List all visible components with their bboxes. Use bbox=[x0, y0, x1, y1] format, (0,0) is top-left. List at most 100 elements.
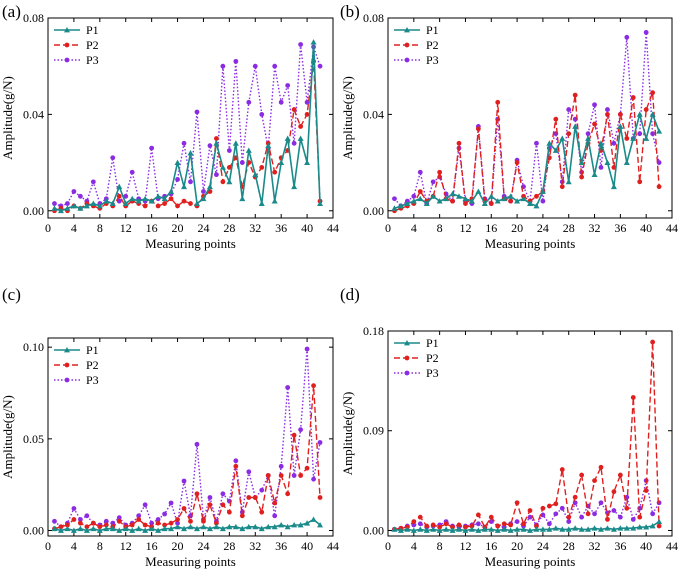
data-point bbox=[194, 441, 200, 447]
x-axis-title: Measuring points bbox=[145, 554, 236, 569]
data-point bbox=[161, 525, 168, 532]
data-point bbox=[193, 200, 200, 206]
data-point bbox=[70, 527, 77, 533]
data-point bbox=[656, 500, 662, 506]
data-point bbox=[233, 458, 239, 464]
data-point bbox=[317, 522, 324, 528]
data-point bbox=[291, 107, 297, 112]
x-tick-label: 28 bbox=[563, 539, 575, 553]
data-point bbox=[404, 526, 411, 532]
data-point bbox=[475, 527, 482, 533]
data-point bbox=[304, 465, 310, 471]
data-point bbox=[71, 189, 77, 194]
y-axis-title: Amplitude(g/N) bbox=[0, 76, 15, 160]
data-point bbox=[317, 440, 323, 445]
data-point bbox=[84, 524, 90, 530]
data-point bbox=[553, 116, 559, 122]
data-point bbox=[142, 203, 148, 209]
data-point bbox=[90, 200, 97, 206]
data-point bbox=[391, 526, 398, 532]
data-point bbox=[148, 525, 155, 532]
x-tick-label: 0 bbox=[385, 539, 391, 553]
data-point bbox=[96, 527, 103, 533]
x-tick-label: 36 bbox=[614, 539, 626, 553]
legend-marker bbox=[404, 370, 410, 376]
data-point bbox=[194, 109, 200, 115]
data-point bbox=[64, 205, 71, 211]
data-point bbox=[617, 514, 623, 520]
x-tick-label: 8 bbox=[97, 221, 103, 235]
data-point bbox=[284, 135, 291, 141]
data-point bbox=[592, 511, 597, 517]
data-point bbox=[534, 140, 539, 146]
x-tick-label: 0 bbox=[45, 539, 51, 553]
data-point bbox=[310, 516, 317, 522]
data-point bbox=[291, 432, 297, 438]
data-point bbox=[462, 527, 469, 533]
data-point bbox=[265, 523, 272, 530]
data-point bbox=[572, 500, 578, 506]
data-point bbox=[116, 183, 123, 190]
data-point bbox=[168, 520, 174, 526]
data-point bbox=[553, 501, 559, 507]
data-point bbox=[417, 514, 423, 520]
data-point bbox=[317, 495, 323, 500]
x-tick-label: 32 bbox=[249, 539, 261, 553]
data-point bbox=[245, 147, 252, 153]
data-point bbox=[213, 140, 220, 146]
data-point bbox=[546, 503, 552, 509]
data-point bbox=[417, 521, 423, 527]
data-point bbox=[411, 193, 417, 199]
data-point bbox=[278, 463, 284, 469]
x-axis-title: Measuring points bbox=[485, 236, 576, 251]
data-point bbox=[572, 123, 579, 129]
data-point bbox=[637, 179, 643, 185]
data-point bbox=[245, 523, 252, 530]
data-point bbox=[578, 526, 585, 532]
x-tick-label: 24 bbox=[197, 539, 209, 553]
data-point bbox=[214, 520, 219, 526]
legend-label: P1 bbox=[426, 23, 439, 37]
x-tick-label: 36 bbox=[275, 539, 287, 553]
data-point bbox=[311, 476, 316, 482]
data-point bbox=[469, 523, 475, 529]
data-point bbox=[136, 513, 142, 519]
legend-label: P3 bbox=[426, 53, 439, 67]
series-line-p2 bbox=[394, 92, 660, 212]
data-point bbox=[637, 514, 643, 520]
data-point bbox=[410, 527, 417, 533]
data-point bbox=[188, 201, 193, 206]
x-tick-label: 20 bbox=[511, 221, 523, 235]
data-point bbox=[265, 142, 272, 149]
data-point bbox=[129, 169, 135, 175]
data-point bbox=[623, 525, 630, 531]
legend-marker bbox=[64, 377, 70, 383]
data-point bbox=[317, 200, 324, 206]
x-axis-title: Measuring points bbox=[145, 236, 236, 251]
data-point bbox=[291, 522, 298, 528]
y-tick-label: 0.00 bbox=[23, 204, 44, 218]
data-point bbox=[272, 169, 278, 175]
data-point bbox=[604, 159, 611, 165]
data-point bbox=[116, 193, 122, 199]
data-point bbox=[572, 92, 578, 98]
data-point bbox=[566, 131, 572, 137]
data-point bbox=[149, 520, 155, 526]
data-point bbox=[135, 198, 142, 204]
data-point bbox=[103, 522, 109, 528]
data-point bbox=[110, 520, 116, 526]
data-point bbox=[501, 526, 508, 532]
data-point bbox=[188, 518, 193, 524]
data-point bbox=[566, 514, 572, 520]
data-point bbox=[521, 521, 526, 527]
y-tick-label: 0.08 bbox=[23, 11, 44, 25]
data-point bbox=[232, 523, 239, 530]
x-tick-label: 44 bbox=[327, 221, 339, 235]
data-point bbox=[540, 198, 546, 204]
data-point bbox=[514, 160, 520, 165]
data-point bbox=[252, 63, 258, 69]
data-point bbox=[259, 164, 265, 170]
data-point bbox=[611, 489, 617, 495]
data-point bbox=[90, 179, 96, 185]
